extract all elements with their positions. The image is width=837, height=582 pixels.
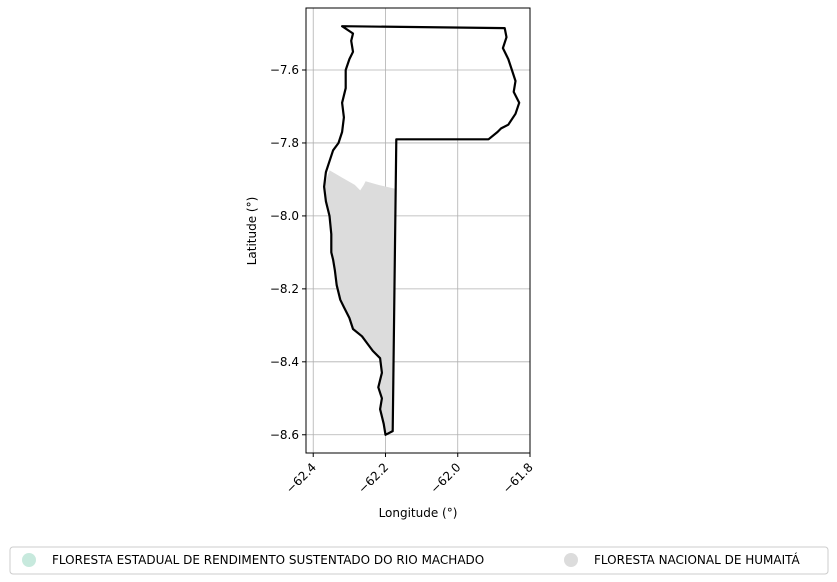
y-tick-label: −8.0 — [270, 209, 299, 223]
area-rio-machado — [323, 25, 521, 436]
y-tick-label: −7.8 — [270, 136, 299, 150]
y-tick-label: −7.6 — [270, 63, 299, 77]
x-axis-title: Longitude (°) — [379, 506, 458, 520]
protected-areas — [323, 25, 521, 436]
y-tick-label: −8.2 — [270, 282, 299, 296]
legend-frame — [9, 546, 829, 575]
legend-label-humaita: FLORESTA NACIONAL DE HUMAITÁ — [594, 552, 801, 567]
legend-label-rio-machado: FLORESTA ESTADUAL DE RENDIMENTO SUSTENTA… — [52, 553, 484, 567]
y-tick-label: −8.4 — [270, 355, 299, 369]
y-tick-label: −8.6 — [270, 428, 299, 442]
legend-marker-rio-machado — [22, 553, 36, 567]
legend-marker-humaita — [564, 553, 578, 567]
area-humaita — [324, 170, 395, 435]
legend: FLORESTA ESTADUAL DE RENDIMENTO SUSTENTA… — [9, 546, 829, 575]
y-axis-title: Latitude (°) — [245, 197, 259, 266]
plot-frame — [305, 7, 531, 454]
